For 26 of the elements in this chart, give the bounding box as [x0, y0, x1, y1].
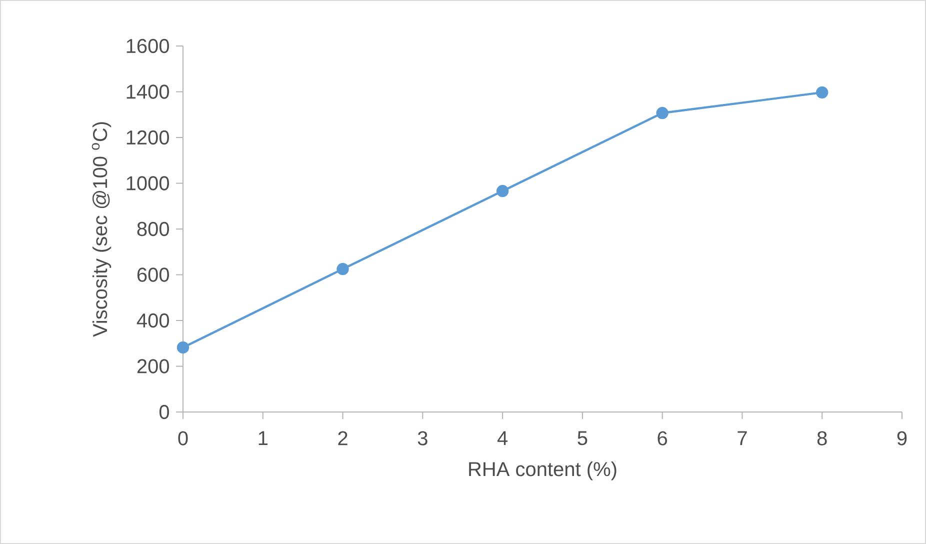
- y-tick-label: 1600: [126, 38, 170, 54]
- point: [656, 106, 668, 120]
- x-tick-label: 4: [497, 431, 508, 445]
- x-tick-label: 9: [897, 431, 907, 446]
- x-axis-title: RHA content (%): [469, 462, 616, 480]
- y-tick-label: 400: [136, 313, 170, 328]
- x-tick-label: 3: [418, 431, 428, 446]
- x-tick-label: 5: [578, 431, 588, 446]
- point: [336, 262, 349, 276]
- y-tick-label: 600: [137, 268, 170, 282]
- y-axis-title: Viscosity (sec @100 $^{o}$C): [92, 122, 112, 337]
- y-tick-label: 1400: [126, 84, 170, 99]
- point: [496, 184, 509, 198]
- y-tick-label: 1200: [126, 130, 170, 145]
- x-tick-label: 6: [658, 431, 668, 446]
- x-tick-label: 0: [178, 431, 188, 446]
- y-tick-label: 200: [137, 359, 170, 374]
- point: [176, 341, 190, 354]
- point: [816, 86, 828, 99]
- y-tick-label: 1000: [126, 176, 170, 190]
- x-tick-label: 2: [338, 431, 348, 446]
- x-tick-label: 8: [817, 431, 827, 446]
- x-tick-label: 1: [258, 431, 268, 445]
- y-tick-label: 0: [159, 404, 170, 420]
- x-tick-label: 7: [738, 431, 747, 445]
- y-tick-label: 800: [137, 222, 170, 236]
